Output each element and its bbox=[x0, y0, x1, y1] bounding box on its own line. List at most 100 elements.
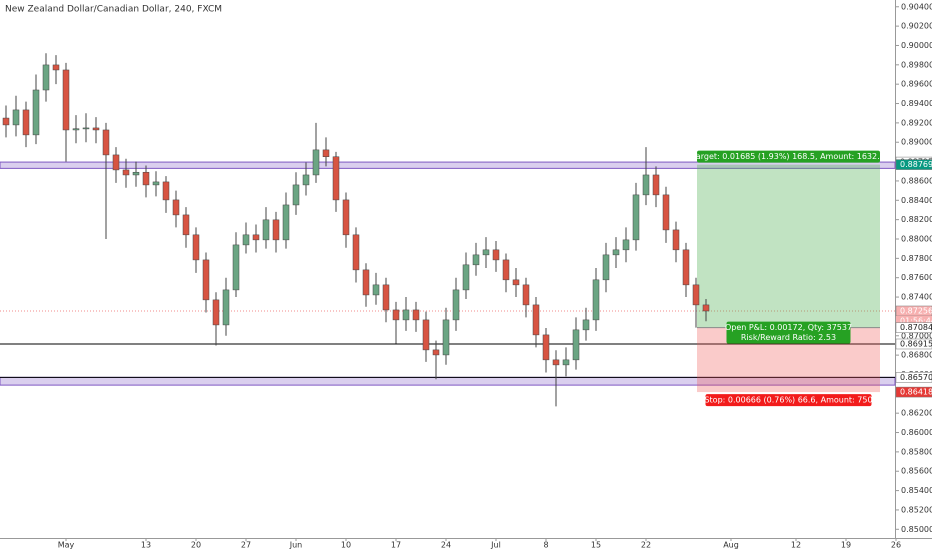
candle-body bbox=[412, 309, 420, 321]
stop-label: Stop: 0.00666 (0.76%) 66.6, Amount: 750 bbox=[704, 396, 872, 405]
rr-label: Risk/Reward Ratio: 2.53 bbox=[741, 333, 836, 342]
x-tick-label: 17 bbox=[391, 541, 401, 550]
candle-body bbox=[252, 234, 260, 241]
y-tick-label: 0.89200 bbox=[901, 118, 932, 127]
candle-body bbox=[182, 214, 190, 236]
candle-body bbox=[622, 239, 630, 251]
x-tick-label: 24 bbox=[441, 541, 451, 550]
y-tick-label: 0.85400 bbox=[901, 486, 932, 495]
candle-body bbox=[532, 304, 540, 336]
candle-body bbox=[382, 284, 390, 311]
candle-body bbox=[242, 234, 250, 246]
y-tick-label: 0.88200 bbox=[901, 215, 932, 224]
y-tick-label: 0.85800 bbox=[901, 447, 932, 456]
x-tick-label: 27 bbox=[241, 541, 251, 550]
candle-body bbox=[122, 169, 130, 176]
candle-body bbox=[522, 284, 530, 306]
y-tick-label: 0.90200 bbox=[901, 22, 932, 31]
candle-body bbox=[152, 181, 160, 186]
candle-body bbox=[492, 249, 500, 261]
y-tick-label: 0.88600 bbox=[901, 176, 932, 185]
candle-body bbox=[262, 219, 270, 241]
candle-body bbox=[72, 128, 80, 131]
candle-body bbox=[612, 249, 620, 256]
candle-body bbox=[402, 309, 410, 321]
target-label-box bbox=[697, 150, 880, 163]
candle-body bbox=[662, 194, 670, 231]
x-tick-label: 15 bbox=[591, 541, 601, 550]
candle-body bbox=[632, 194, 640, 241]
price-label: 0.86915 bbox=[900, 339, 932, 348]
x-tick-label: 8 bbox=[543, 541, 548, 550]
candle-body bbox=[332, 156, 340, 201]
candle-body bbox=[282, 204, 290, 241]
y-tick-label: 0.89000 bbox=[901, 138, 932, 147]
candle-body bbox=[32, 89, 40, 136]
y-tick-label: 0.89400 bbox=[901, 99, 932, 108]
candle-body bbox=[272, 219, 280, 241]
candle-body bbox=[82, 127, 90, 130]
price-label-box bbox=[895, 338, 932, 350]
candle-body bbox=[652, 174, 660, 196]
candle-body bbox=[342, 199, 350, 236]
candle-body bbox=[542, 334, 550, 361]
price-label-box bbox=[895, 386, 932, 398]
target-zone bbox=[697, 164, 880, 328]
candle-body bbox=[212, 299, 220, 326]
y-tick-label: 0.87600 bbox=[901, 273, 932, 282]
candle-body bbox=[202, 259, 210, 301]
candle-body bbox=[172, 199, 180, 216]
candle-body bbox=[312, 149, 320, 176]
candle-body bbox=[192, 234, 200, 261]
y-tick-label: 0.87400 bbox=[901, 293, 932, 302]
price-label-box bbox=[895, 322, 932, 333]
y-tick-label: 0.87800 bbox=[901, 254, 932, 263]
candle-body bbox=[692, 284, 700, 306]
candle-body bbox=[672, 229, 680, 251]
candle-body bbox=[562, 359, 570, 366]
x-tick-label: 13 bbox=[141, 541, 151, 550]
price-label-box bbox=[895, 159, 932, 170]
x-tick-label: Jul bbox=[490, 541, 501, 550]
x-tick-label: May bbox=[58, 541, 75, 550]
candle-body bbox=[52, 64, 60, 71]
candle-body bbox=[422, 319, 430, 351]
candle-body bbox=[162, 181, 170, 201]
candle-body bbox=[502, 259, 510, 281]
x-tick-label: 26 bbox=[891, 541, 901, 550]
y-tick-label: 0.86200 bbox=[901, 409, 932, 418]
y-tick-label: 0.87000 bbox=[901, 331, 932, 340]
candle-body bbox=[232, 244, 240, 291]
candle-body bbox=[482, 249, 490, 256]
x-tick-label: Jun bbox=[289, 541, 303, 550]
countdown: 01:56:44 bbox=[900, 316, 932, 325]
price-label: 0.86570 bbox=[900, 373, 932, 382]
candle-body bbox=[452, 289, 460, 321]
candle-body bbox=[352, 234, 360, 271]
candle-body bbox=[462, 264, 470, 291]
candle-body bbox=[682, 249, 690, 286]
candle-body bbox=[42, 64, 50, 91]
candle-body bbox=[572, 329, 580, 361]
candle-body bbox=[552, 359, 560, 366]
candle-body bbox=[92, 127, 100, 131]
x-tick-label: 10 bbox=[341, 541, 351, 550]
candle-body bbox=[62, 69, 70, 131]
x-tick-label: Aug bbox=[723, 541, 739, 550]
candle-body bbox=[372, 284, 380, 296]
price-label: 0.87084 bbox=[900, 323, 932, 332]
candle-body bbox=[442, 319, 450, 356]
y-tick-label: 0.88400 bbox=[901, 196, 932, 205]
candle-body bbox=[12, 109, 20, 126]
y-tick-label: 0.89600 bbox=[901, 80, 932, 89]
candle-body bbox=[392, 309, 400, 321]
candle-body bbox=[222, 289, 230, 326]
candle-body bbox=[432, 349, 440, 356]
pnl-box bbox=[726, 321, 851, 344]
candle-body bbox=[642, 174, 650, 196]
x-tick-label: 19 bbox=[841, 541, 851, 550]
y-tick-label: 0.85000 bbox=[901, 525, 932, 534]
candle-body bbox=[472, 254, 480, 266]
y-tick-label: 0.88000 bbox=[901, 235, 932, 244]
